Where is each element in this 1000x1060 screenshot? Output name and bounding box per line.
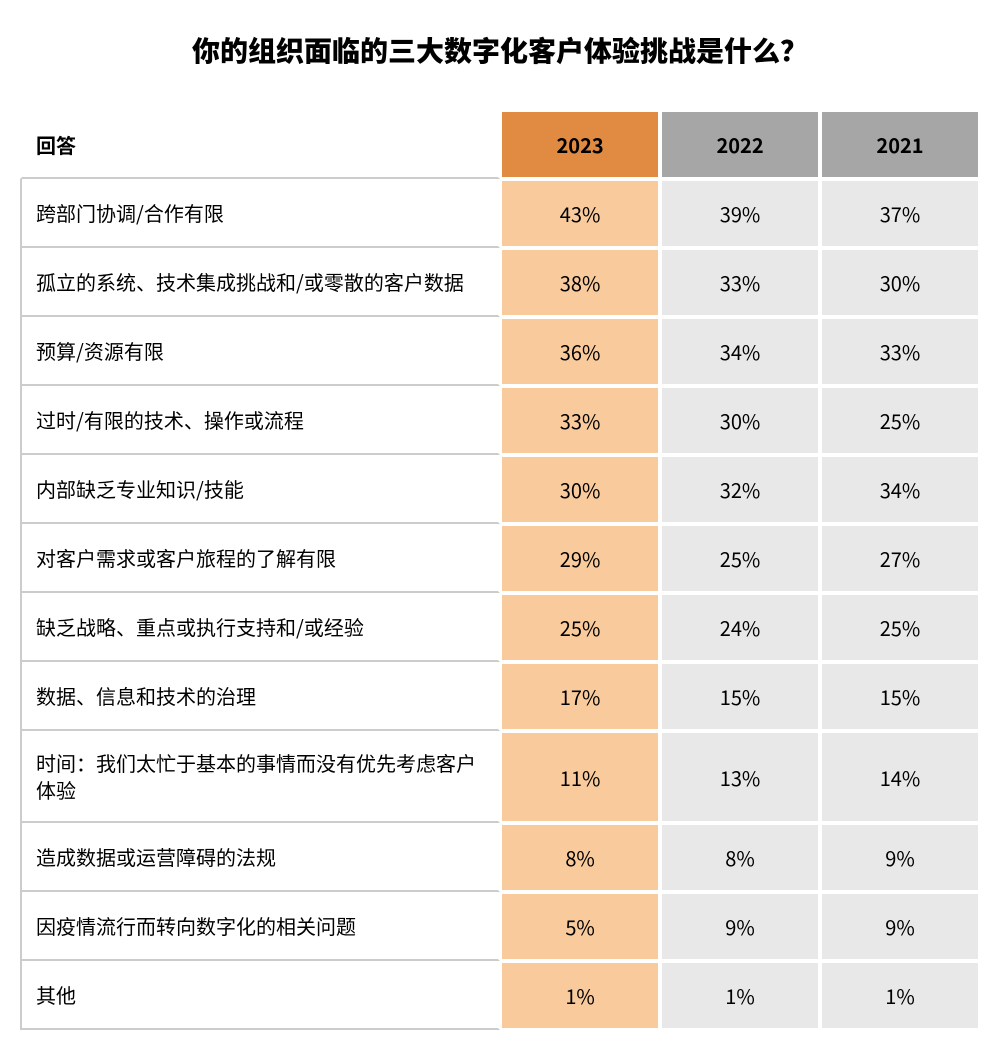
table-row: 孤立的系统、技术集成挑战和/或零散的客户数据38%33%30%	[20, 248, 980, 317]
row-value: 14%	[820, 731, 980, 823]
row-label: 数据、信息和技术的治理	[20, 662, 500, 731]
row-value: 43%	[500, 179, 660, 248]
row-label: 过时/有限的技术、操作或流程	[20, 386, 500, 455]
row-value: 9%	[820, 823, 980, 892]
row-value: 1%	[660, 961, 820, 1030]
row-value: 32%	[660, 455, 820, 524]
table-row: 过时/有限的技术、操作或流程33%30%25%	[20, 386, 980, 455]
row-label: 预算/资源有限	[20, 317, 500, 386]
row-value: 33%	[660, 248, 820, 317]
survey-table: 回答 2023 2022 2021 跨部门协调/合作有限43%39%37%孤立的…	[20, 110, 980, 1030]
row-value: 33%	[500, 386, 660, 455]
header-year-2023: 2023	[500, 110, 660, 179]
header-answer: 回答	[20, 110, 500, 179]
row-label: 内部缺乏专业知识/技能	[20, 455, 500, 524]
row-label: 其他	[20, 961, 500, 1030]
row-label: 因疫情流行而转向数字化的相关问题	[20, 892, 500, 961]
table-row: 跨部门协调/合作有限43%39%37%	[20, 179, 980, 248]
row-value: 8%	[660, 823, 820, 892]
table-row: 因疫情流行而转向数字化的相关问题5%9%9%	[20, 892, 980, 961]
header-year-2022: 2022	[660, 110, 820, 179]
row-value: 8%	[500, 823, 660, 892]
row-value: 1%	[500, 961, 660, 1030]
row-value: 15%	[660, 662, 820, 731]
row-value: 30%	[820, 248, 980, 317]
row-value: 9%	[820, 892, 980, 961]
table-row: 造成数据或运营障碍的法规8%8%9%	[20, 823, 980, 892]
row-label: 跨部门协调/合作有限	[20, 179, 500, 248]
table-row: 缺乏战略、重点或执行支持和/或经验25%24%25%	[20, 593, 980, 662]
row-value: 27%	[820, 524, 980, 593]
table-body: 跨部门协调/合作有限43%39%37%孤立的系统、技术集成挑战和/或零散的客户数…	[20, 179, 980, 1030]
header-row: 回答 2023 2022 2021	[20, 110, 980, 179]
table-row: 对客户需求或客户旅程的了解有限29%25%27%	[20, 524, 980, 593]
row-value: 36%	[500, 317, 660, 386]
row-label: 造成数据或运营障碍的法规	[20, 823, 500, 892]
row-value: 25%	[820, 386, 980, 455]
table-row: 预算/资源有限36%34%33%	[20, 317, 980, 386]
table-row: 数据、信息和技术的治理17%15%15%	[20, 662, 980, 731]
row-value: 34%	[820, 455, 980, 524]
row-value: 1%	[820, 961, 980, 1030]
row-value: 34%	[660, 317, 820, 386]
row-value: 30%	[660, 386, 820, 455]
row-value: 29%	[500, 524, 660, 593]
row-label: 时间：我们太忙于基本的事情而没有优先考虑客户体验	[20, 731, 500, 823]
row-value: 5%	[500, 892, 660, 961]
row-value: 17%	[500, 662, 660, 731]
page-title: 你的组织面临的三大数字化客户体验挑战是什么？	[20, 30, 980, 70]
row-label: 缺乏战略、重点或执行支持和/或经验	[20, 593, 500, 662]
header-year-2021: 2021	[820, 110, 980, 179]
row-value: 9%	[660, 892, 820, 961]
row-value: 13%	[660, 731, 820, 823]
row-value: 38%	[500, 248, 660, 317]
row-value: 25%	[820, 593, 980, 662]
row-value: 37%	[820, 179, 980, 248]
row-label: 孤立的系统、技术集成挑战和/或零散的客户数据	[20, 248, 500, 317]
row-value: 39%	[660, 179, 820, 248]
row-value: 24%	[660, 593, 820, 662]
table-row: 内部缺乏专业知识/技能30%32%34%	[20, 455, 980, 524]
table-row: 其他1%1%1%	[20, 961, 980, 1030]
row-value: 11%	[500, 731, 660, 823]
row-value: 30%	[500, 455, 660, 524]
row-value: 15%	[820, 662, 980, 731]
row-value: 33%	[820, 317, 980, 386]
row-value: 25%	[500, 593, 660, 662]
row-value: 25%	[660, 524, 820, 593]
row-label: 对客户需求或客户旅程的了解有限	[20, 524, 500, 593]
table-row: 时间：我们太忙于基本的事情而没有优先考虑客户体验11%13%14%	[20, 731, 980, 823]
